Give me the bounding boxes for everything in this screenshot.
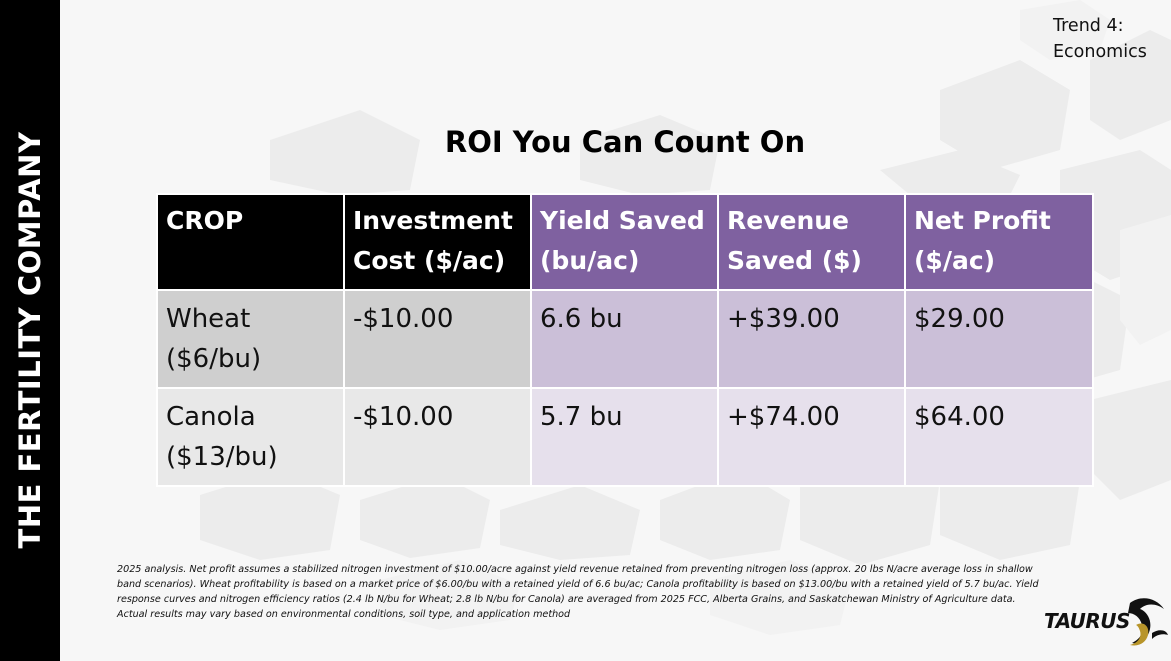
roi-table: CROP Investment Cost ($/ac) Yield Saved … xyxy=(156,193,1094,487)
cell-net-profit: $29.00 xyxy=(904,289,1094,389)
header-yield-saved: Yield Saved (bu/ac) xyxy=(530,193,719,291)
header-crop: CROP xyxy=(156,193,345,291)
header-net-profit: Net Profit ($/ac) xyxy=(904,193,1094,291)
taurus-logo: TAURUS xyxy=(1040,595,1168,653)
trend-label-line1: Trend 4: xyxy=(1053,16,1124,36)
cell-yield-saved: 5.7 bu xyxy=(530,387,719,487)
header-revenue-line1: Revenue xyxy=(727,206,850,235)
logo-text: TAURUS xyxy=(1044,609,1130,633)
cell-revenue-saved: +$39.00 xyxy=(717,289,906,389)
cell-revenue-saved: +$74.00 xyxy=(717,387,906,487)
company-name: THE FERTILITY COMPANY xyxy=(13,131,47,549)
table-header-row: CROP Investment Cost ($/ac) Yield Saved … xyxy=(156,193,1094,291)
header-investment-line1: Investment xyxy=(353,206,513,235)
bull-horn-icon xyxy=(1128,598,1168,646)
cell-crop: Canola ($13/bu) xyxy=(156,387,345,487)
header-revenue-saved: Revenue Saved ($) xyxy=(717,193,906,291)
header-yield-line1: Yield Saved xyxy=(540,206,705,235)
header-yield-line2: (bu/ac) xyxy=(540,246,640,275)
header-profit-line2: ($/ac) xyxy=(914,246,996,275)
crop-price: ($6/bu) xyxy=(166,344,262,374)
table-row-canola: Canola ($13/bu) -$10.00 5.7 bu +$74.00 $… xyxy=(156,387,1094,487)
crop-price: ($13/bu) xyxy=(166,442,278,472)
cell-crop: Wheat ($6/bu) xyxy=(156,289,345,389)
header-profit-line1: Net Profit xyxy=(914,206,1051,235)
footnote: 2025 analysis. Net profit assumes a stab… xyxy=(117,564,1039,620)
trend-label: Trend 4: Economics xyxy=(1053,13,1163,65)
table-row-wheat: Wheat ($6/bu) -$10.00 6.6 bu +$39.00 $29… xyxy=(156,289,1094,389)
cell-yield-saved: 6.6 bu xyxy=(530,289,719,389)
trend-label-line2: Economics xyxy=(1053,42,1147,62)
cell-investment: -$10.00 xyxy=(343,387,532,487)
crop-name: Wheat xyxy=(166,304,251,334)
slide-title: ROI You Can Count On xyxy=(444,125,806,159)
header-investment-line2: Cost ($/ac) xyxy=(353,246,506,275)
crop-name: Canola xyxy=(166,402,256,432)
sidebar: THE FERTILITY COMPANY xyxy=(0,0,60,661)
cell-net-profit: $64.00 xyxy=(904,387,1094,487)
header-revenue-line2: Saved ($) xyxy=(727,246,862,275)
header-investment-cost: Investment Cost ($/ac) xyxy=(343,193,532,291)
cell-investment: -$10.00 xyxy=(343,289,532,389)
header-crop-line1: CROP xyxy=(166,206,244,235)
